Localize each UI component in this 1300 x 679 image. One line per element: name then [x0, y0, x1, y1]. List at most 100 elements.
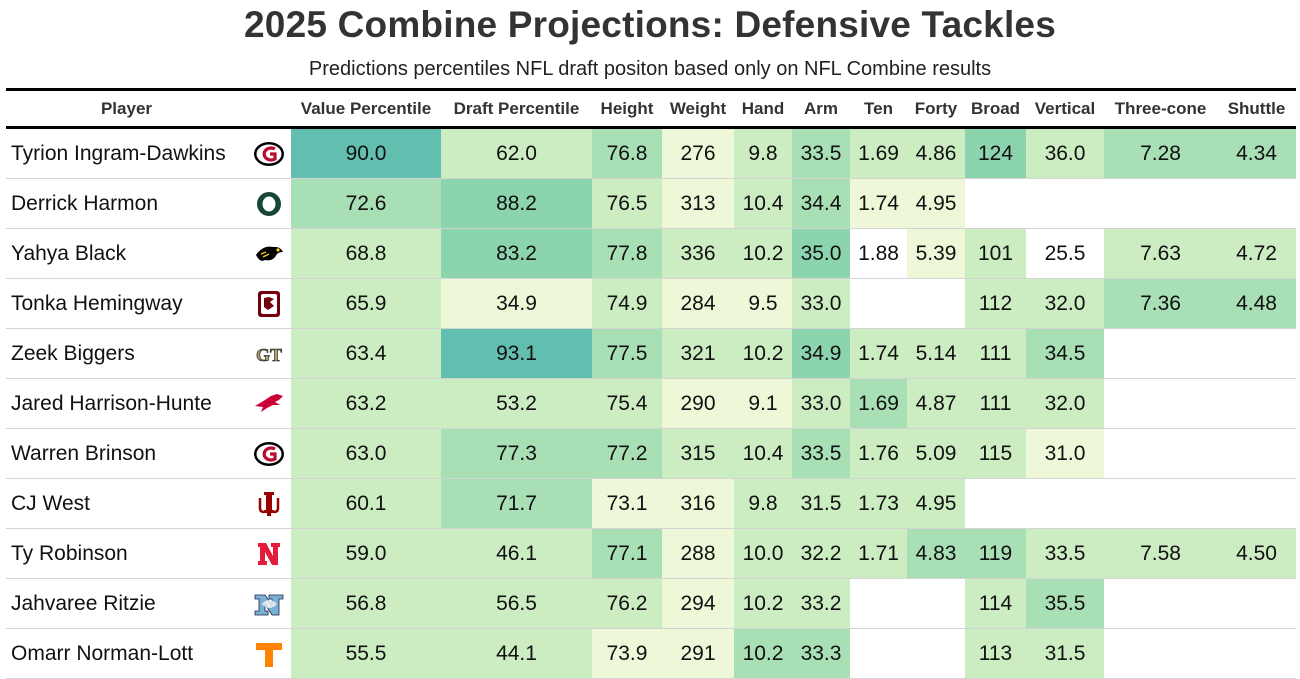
- cell-hand: 9.8: [734, 478, 792, 529]
- cell-forty: 5.39: [907, 228, 965, 279]
- table-row: Jared Harrison-Hunte 63.2 53.2 75.4 290 9.1 33…: [6, 378, 1296, 429]
- chart-title: 2025 Combine Projections: Defensive Tack…: [244, 4, 1056, 45]
- table-row: Derrick Harmon 72.6 88.2 76.5 313 10.4 34.4 1.7…: [6, 178, 1296, 229]
- cell-height: 77.5: [592, 328, 662, 379]
- column-header-height: Height: [592, 89, 662, 129]
- cell-arm: 33.3: [792, 628, 850, 679]
- cell-hand: 10.2: [734, 628, 792, 679]
- cell-draft-percentile: 83.2: [441, 228, 592, 279]
- player-name: Jahvaree Ritzie: [6, 578, 247, 629]
- cell-ten: 1.74: [850, 178, 907, 229]
- cell-broad: 119: [965, 528, 1026, 579]
- column-header-logo: [247, 89, 291, 129]
- column-header-forty: Forty: [907, 89, 965, 129]
- team-logo-georgia-tech: GT: [247, 328, 291, 379]
- cell-ten: 1.74: [850, 328, 907, 379]
- iowa-logo-icon: [256, 246, 283, 261]
- cell-forty: 5.14: [907, 328, 965, 379]
- cell-arm: 35.0: [792, 228, 850, 279]
- cell-forty: [907, 578, 965, 629]
- svg-text:GT: GT: [256, 345, 282, 365]
- cell-weight: 316: [662, 478, 734, 529]
- cell-hand: 10.2: [734, 228, 792, 279]
- cell-broad: 111: [965, 328, 1026, 379]
- team-logo-indiana: [247, 478, 291, 529]
- cell-three-cone: [1104, 378, 1217, 429]
- table-row: Zeek Biggers GT 63.4 93.1 77.5 321 10.2 34.9 1.7…: [6, 328, 1296, 379]
- cell-height: 77.1: [592, 528, 662, 579]
- cell-value-percentile: 55.5: [291, 628, 441, 679]
- table-row: Ty Robinson 59.0 46.1 77.1 288 10.0 32.2 1.71 4.…: [6, 528, 1296, 579]
- cell-value-percentile: 56.8: [291, 578, 441, 629]
- player-name: Jared Harrison-Hunte: [6, 378, 247, 429]
- cell-broad: 111: [965, 378, 1026, 429]
- cell-shuttle: [1217, 578, 1296, 629]
- column-header-hand: Hand: [734, 89, 792, 129]
- cell-weight: 313: [662, 178, 734, 229]
- cell-ten: 1.69: [850, 127, 907, 179]
- cell-weight: 294: [662, 578, 734, 629]
- cell-height: 74.9: [592, 278, 662, 329]
- tennessee-logo-icon: [256, 642, 282, 667]
- team-logo-nebraska: [247, 528, 291, 579]
- table-row: Tyrion Ingram-Dawkins 90.0 62.0 76.8 276 9.8 3…: [6, 127, 1296, 179]
- cell-draft-percentile: 93.1: [441, 328, 592, 379]
- team-logo-south-carolina: [247, 278, 291, 329]
- cell-shuttle: 4.72: [1217, 228, 1296, 279]
- cell-broad: [965, 478, 1026, 529]
- player-name: Omarr Norman-Lott: [6, 628, 247, 679]
- georgia-logo-icon: [254, 441, 284, 466]
- player-name: Zeek Biggers: [6, 328, 247, 379]
- cell-ten: [850, 578, 907, 629]
- table-row: Warren Brinson 63.0 77.3 77.2 315 10.4 33.5 1.7…: [6, 428, 1296, 479]
- cell-draft-percentile: 44.1: [441, 628, 592, 679]
- cell-vertical: [1026, 478, 1104, 529]
- cell-hand: 10.4: [734, 178, 792, 229]
- cell-ten: 1.76: [850, 428, 907, 479]
- cell-vertical: 25.5: [1026, 228, 1104, 279]
- cell-height: 75.4: [592, 378, 662, 429]
- team-logo-iowa: [247, 228, 291, 279]
- cell-value-percentile: 63.4: [291, 328, 441, 379]
- cell-forty: 5.09: [907, 428, 965, 479]
- cell-value-percentile: 90.0: [291, 127, 441, 179]
- team-logo-georgia: [247, 127, 291, 179]
- column-header-ten: Ten: [850, 89, 907, 129]
- oregon-logo-icon: [257, 191, 281, 216]
- cell-value-percentile: 60.1: [291, 478, 441, 529]
- cell-shuttle: [1217, 328, 1296, 379]
- column-header-arm: Arm: [792, 89, 850, 129]
- cell-weight: 290: [662, 378, 734, 429]
- column-header-weight: Weight: [662, 89, 734, 129]
- cell-vertical: 31.5: [1026, 628, 1104, 679]
- cell-value-percentile: 68.8: [291, 228, 441, 279]
- cell-arm: 33.5: [792, 428, 850, 479]
- cell-broad: 113: [965, 628, 1026, 679]
- cell-arm: 34.9: [792, 328, 850, 379]
- cell-broad: [965, 178, 1026, 229]
- cell-draft-percentile: 88.2: [441, 178, 592, 229]
- cell-weight: 288: [662, 528, 734, 579]
- cell-height: 73.9: [592, 628, 662, 679]
- team-logo-north-carolina: [247, 578, 291, 629]
- cell-forty: [907, 628, 965, 679]
- cell-forty: 4.87: [907, 378, 965, 429]
- cell-hand: 9.5: [734, 278, 792, 329]
- header-row: Player Value Percentile Draft Percentile He…: [6, 89, 1296, 129]
- cell-height: 77.8: [592, 228, 662, 279]
- cell-weight: 291: [662, 628, 734, 679]
- player-name: CJ West: [6, 478, 247, 529]
- cell-value-percentile: 63.0: [291, 428, 441, 479]
- cell-vertical: 33.5: [1026, 528, 1104, 579]
- column-header-three-cone: Three-cone: [1104, 89, 1217, 129]
- cell-broad: 115: [965, 428, 1026, 479]
- cell-ten: 1.73: [850, 478, 907, 529]
- player-name: Derrick Harmon: [6, 178, 247, 229]
- cell-three-cone: [1104, 628, 1217, 679]
- cell-forty: 4.86: [907, 127, 965, 179]
- georgia-tech-logo-icon: GT: [256, 344, 283, 365]
- cell-three-cone: [1104, 328, 1217, 379]
- cell-weight: 321: [662, 328, 734, 379]
- cell-hand: 10.4: [734, 428, 792, 479]
- cell-height: 76.8: [592, 127, 662, 179]
